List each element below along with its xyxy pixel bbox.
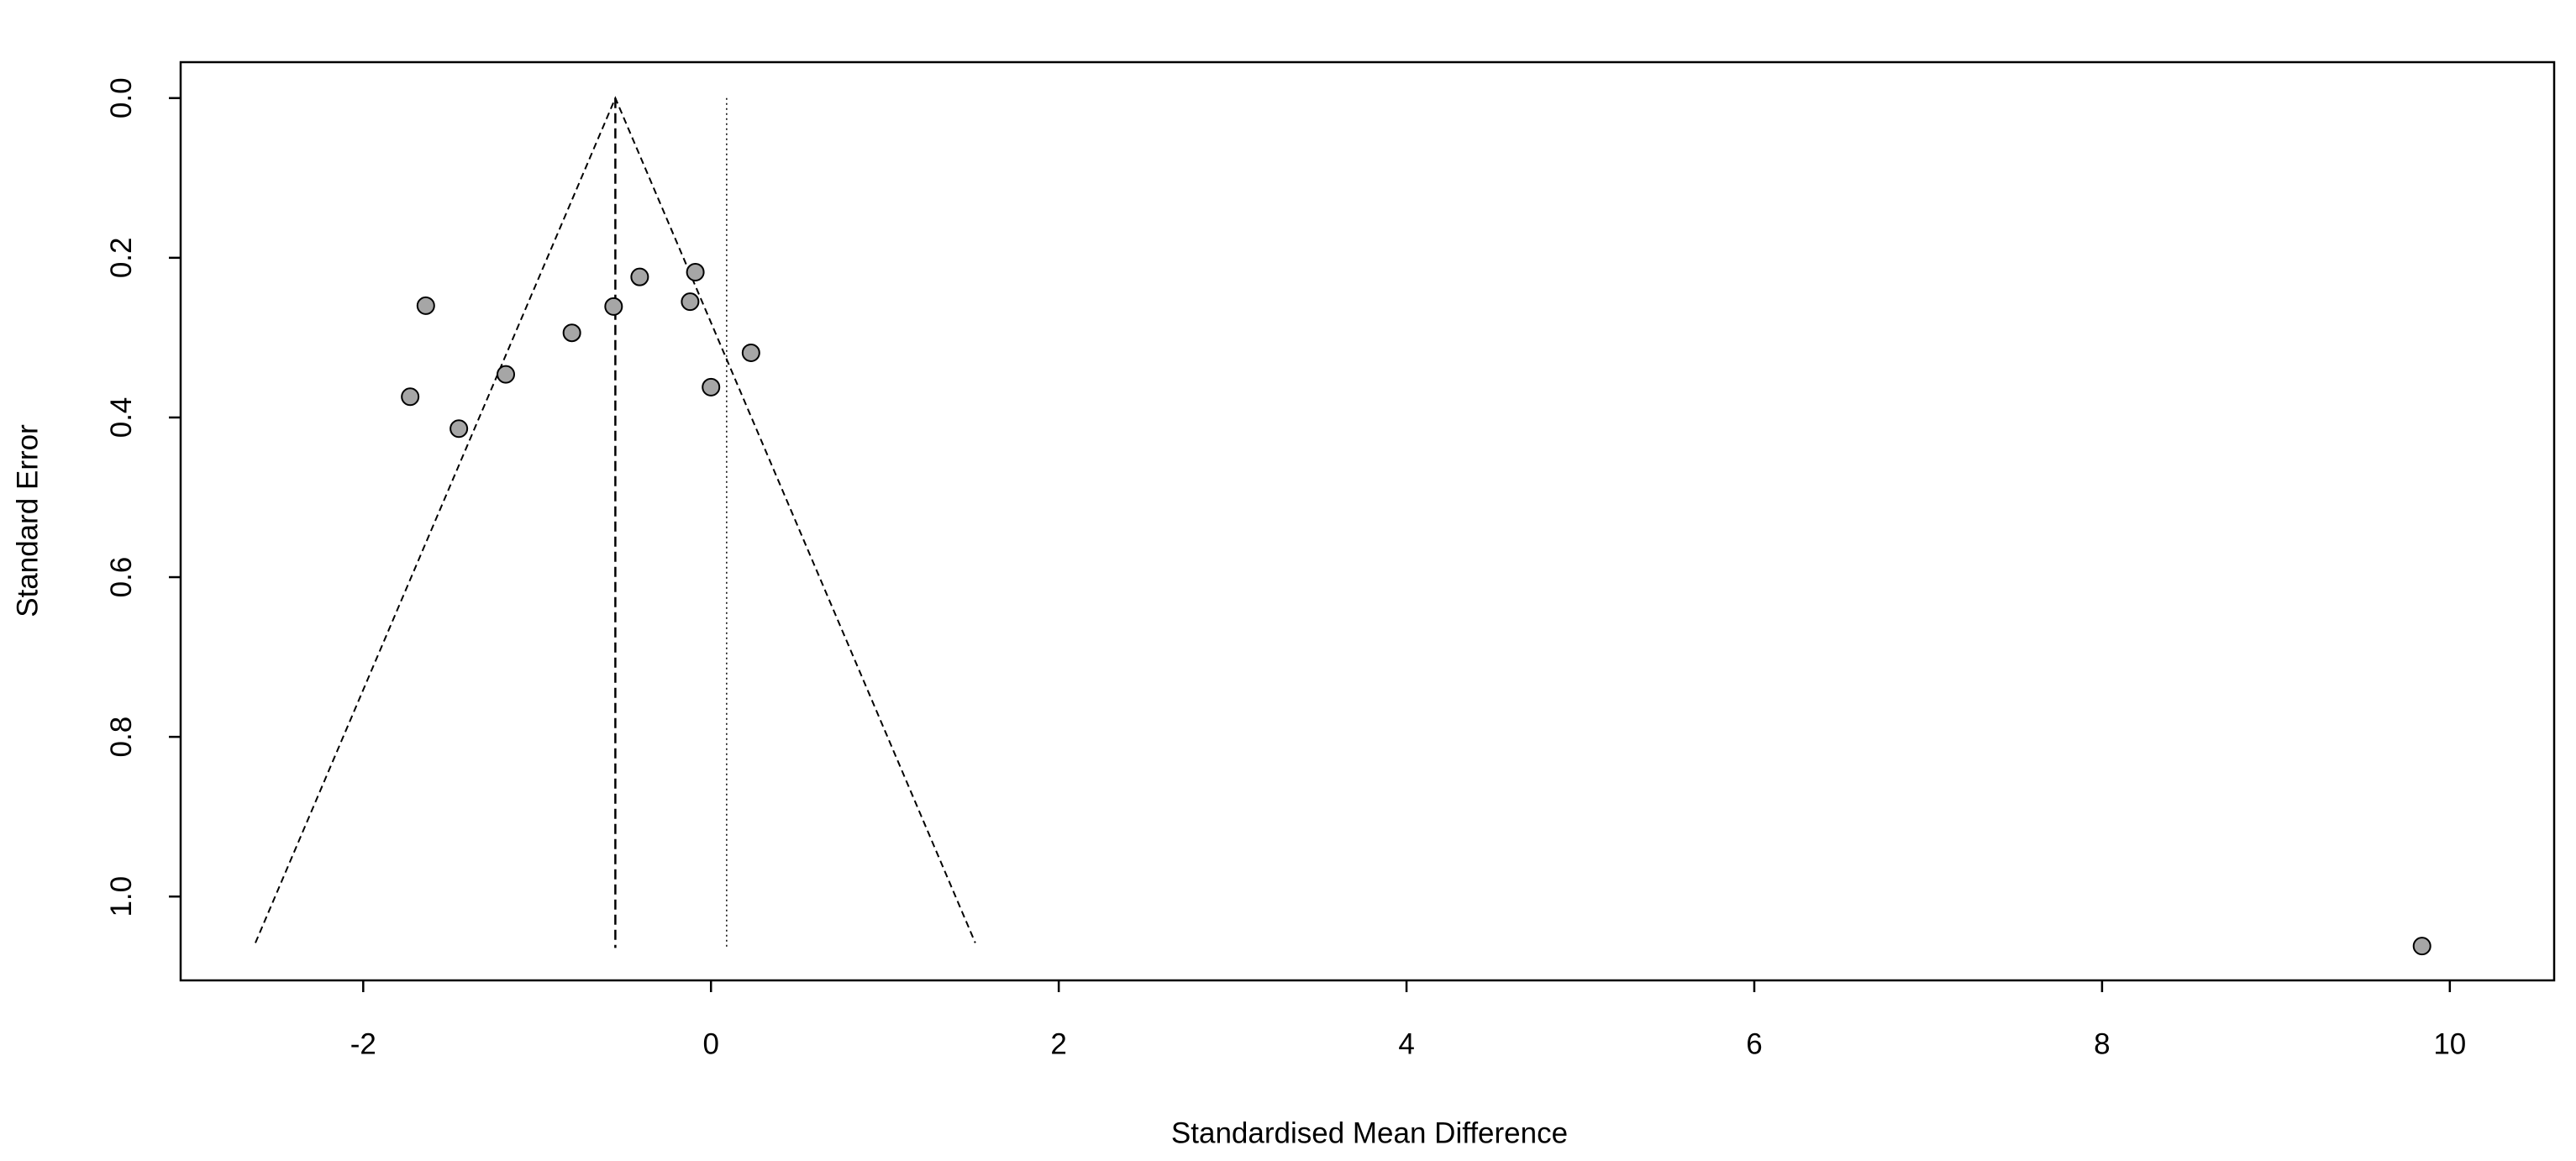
y-tick-label: 1.0 — [105, 876, 138, 917]
point — [416, 296, 435, 315]
point — [702, 377, 721, 397]
y-tick-label: 0.4 — [105, 397, 138, 439]
x-tick-label: 4 — [1398, 1027, 1414, 1060]
x-tick-label: 0 — [702, 1027, 718, 1060]
point — [686, 262, 705, 281]
point — [2412, 937, 2431, 956]
y-tick-label: 0.6 — [105, 557, 138, 598]
x-tick-label: 2 — [1050, 1027, 1066, 1060]
x-tick-label: 10 — [2433, 1027, 2466, 1060]
x-tick-label: 8 — [2094, 1027, 2110, 1060]
point — [497, 365, 516, 384]
point — [630, 267, 649, 286]
point — [604, 297, 623, 316]
y-tick-label: 0.8 — [105, 717, 138, 758]
point — [562, 323, 581, 343]
y-tick-label: 0.0 — [105, 77, 138, 118]
x-tick-label: 6 — [1746, 1027, 1762, 1060]
point — [401, 387, 420, 407]
point — [681, 292, 700, 312]
x-tick-label: -2 — [350, 1027, 376, 1060]
y-tick-label: 0.2 — [105, 238, 138, 279]
point — [449, 419, 469, 439]
x-axis-label: Standardised Mean Difference — [1171, 1116, 1568, 1149]
y-axis-label: Standard Error — [11, 424, 44, 617]
plot-frame — [179, 60, 2556, 982]
point — [741, 343, 760, 362]
